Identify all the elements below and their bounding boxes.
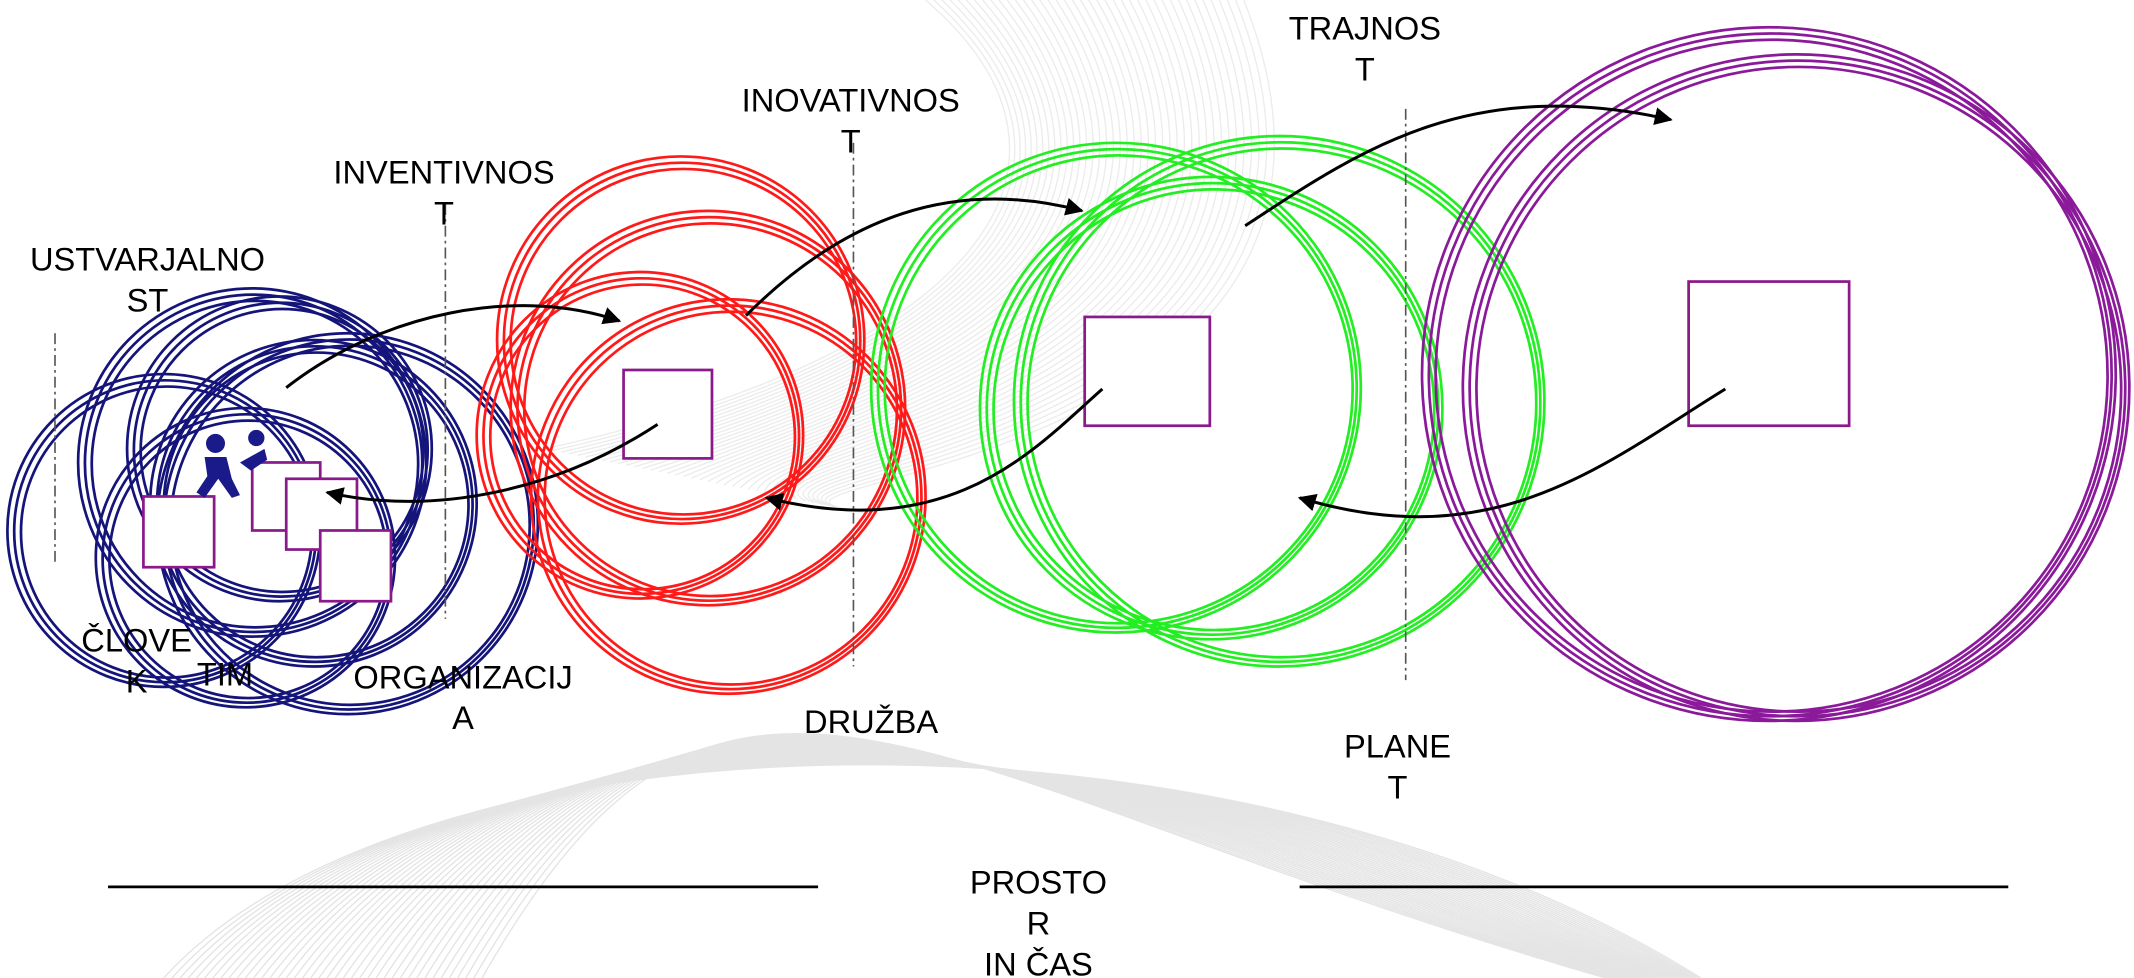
label: R <box>1027 904 1051 941</box>
label: DRUŽBA <box>804 703 938 740</box>
diagram: USTVARJALNOSTINVENTIVNOSTINOVATIVNOSTTRA… <box>0 0 2134 978</box>
square <box>624 370 712 458</box>
head <box>248 430 264 446</box>
bg-curve <box>384 745 1635 978</box>
head <box>206 434 225 453</box>
label: ORGANIZACIJ <box>353 658 572 695</box>
label: TRAJNOS <box>1289 9 1441 46</box>
arrow <box>1245 106 1671 226</box>
label: ST <box>127 281 169 318</box>
label: IN ČAS <box>984 945 1093 978</box>
bg-curve <box>205 762 1689 978</box>
label: PLANE <box>1344 728 1451 765</box>
label: A <box>452 699 474 736</box>
label: T <box>841 122 861 159</box>
arrow <box>1300 389 1726 517</box>
body <box>196 457 240 498</box>
label: USTVARJALNO <box>30 241 265 278</box>
square <box>1085 317 1210 426</box>
label: T <box>434 194 454 231</box>
ring <box>504 163 860 519</box>
square <box>320 530 391 601</box>
ring <box>987 183 1439 635</box>
label: T <box>1355 50 1375 87</box>
bg-curve <box>392 744 1632 978</box>
background-curves <box>164 0 1701 978</box>
label: INOVATIVNOS <box>742 82 960 119</box>
label: INVENTIVNOS <box>333 154 554 191</box>
label: T <box>1388 768 1408 805</box>
label: TIM <box>197 656 253 693</box>
label: PROSTO <box>970 864 1107 901</box>
square <box>1689 282 1850 426</box>
bg-curve <box>196 762 1691 978</box>
label: ČLOVE <box>81 622 192 659</box>
label: K <box>126 662 148 699</box>
square <box>143 496 214 567</box>
